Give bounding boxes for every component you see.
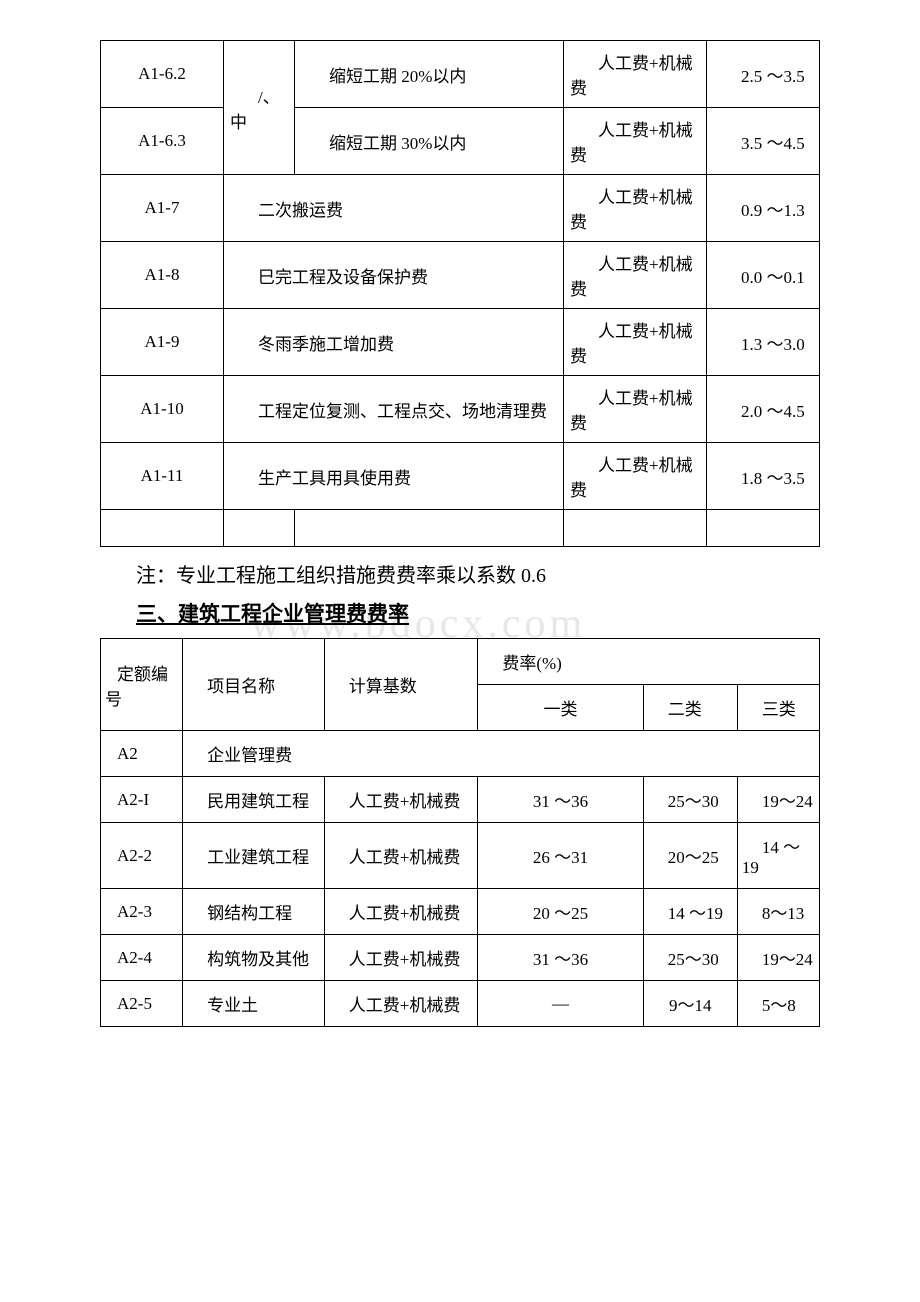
cell-base: 人工费+机械费 bbox=[564, 175, 707, 242]
cell-r2: 25～30 bbox=[643, 935, 737, 981]
cell-code: A2 bbox=[101, 731, 183, 777]
cell-base: 人工费+机械费 bbox=[564, 242, 707, 309]
cell-name: 生产工具用具使用费 bbox=[224, 443, 564, 510]
cell-base: 人工费+机械费 bbox=[324, 889, 478, 935]
cell-empty bbox=[224, 510, 295, 547]
cell-code: A1-11 bbox=[101, 443, 224, 510]
table-row: A2-5 专业土 人工费+机械费 — 9～14 5～8 bbox=[101, 981, 820, 1027]
cell-base: 人工费+机械费 bbox=[564, 376, 707, 443]
cell-r1: 31 ～36 bbox=[478, 777, 643, 823]
cell-name: 工程定位复测、工程点交、场地清理费 bbox=[224, 376, 564, 443]
cell-rate: 2.5 ～3.5 bbox=[707, 41, 820, 108]
cell-code: A2-3 bbox=[101, 889, 183, 935]
cell-r3: 19～24 bbox=[737, 935, 819, 981]
cell-rate: 1.3 ～3.0 bbox=[707, 309, 820, 376]
table-header-row: 定额编号 项目名称 计算基数 费率(%) bbox=[101, 639, 820, 685]
cell-name: 巳完工程及设备保护费 bbox=[224, 242, 564, 309]
cell-r1: 20 ～25 bbox=[478, 889, 643, 935]
section-heading: 三、建筑工程企业管理费费率 bbox=[100, 598, 820, 628]
note-text: 注：专业工程施工组织措施费费率乘以系数 0.6 bbox=[100, 559, 820, 588]
table-2: 定额编号 项目名称 计算基数 费率(%) 一类 二类 三类 A2 企业管理费 A… bbox=[100, 638, 820, 1027]
header-code: 定额编号 bbox=[101, 639, 183, 731]
cell-base: 人工费+机械费 bbox=[564, 443, 707, 510]
cell-code: A2-I bbox=[101, 777, 183, 823]
cell-code: A1-6.3 bbox=[101, 108, 224, 175]
cell-r2: 9～14 bbox=[643, 981, 737, 1027]
cell-rate: 1.8 ～3.5 bbox=[707, 443, 820, 510]
cell-r3: 19～24 bbox=[737, 777, 819, 823]
cell-name: 缩短工期 20%以内 bbox=[295, 41, 564, 108]
cell-name: 工业建筑工程 bbox=[183, 823, 325, 889]
header-base: 计算基数 bbox=[324, 639, 478, 731]
cell-code: A1-8 bbox=[101, 242, 224, 309]
cell-rate: 0.9 ～1.3 bbox=[707, 175, 820, 242]
cell-r1: 31 ～36 bbox=[478, 935, 643, 981]
table-row-empty bbox=[101, 510, 820, 547]
header-rate-label: 费率(%) bbox=[478, 639, 820, 685]
cell-r3: 5～8 bbox=[737, 981, 819, 1027]
cell-name: 缩短工期 30%以内 bbox=[295, 108, 564, 175]
cell-empty bbox=[101, 510, 224, 547]
cell-r2: 25～30 bbox=[643, 777, 737, 823]
cell-base: 人工费+机械费 bbox=[324, 935, 478, 981]
cell-code: A1-6.2 bbox=[101, 41, 224, 108]
cell-code: A2-2 bbox=[101, 823, 183, 889]
cell-base: 人工费+机械费 bbox=[564, 309, 707, 376]
cell-name: 专业土 bbox=[183, 981, 325, 1027]
cell-code: A2-4 bbox=[101, 935, 183, 981]
cell-rate: 0.0 ～0.1 bbox=[707, 242, 820, 309]
table-row: A1-8 巳完工程及设备保护费 人工费+机械费 0.0 ～0.1 bbox=[101, 242, 820, 309]
cell-empty bbox=[707, 510, 820, 547]
cell-name: 构筑物及其他 bbox=[183, 935, 325, 981]
table-row: A1-9 冬雨季施工增加费 人工费+机械费 1.3 ～3.0 bbox=[101, 309, 820, 376]
table-row: A2-3 钢结构工程 人工费+机械费 20 ～25 14 ～19 8～13 bbox=[101, 889, 820, 935]
cell-base: 人工费+机械费 bbox=[564, 108, 707, 175]
header-r3: 三类 bbox=[737, 685, 819, 731]
table-row: A1-7 二次搬运费 人工费+机械费 0.9 ～1.3 bbox=[101, 175, 820, 242]
cell-rate: 2.0 ～4.5 bbox=[707, 376, 820, 443]
cell-empty bbox=[295, 510, 564, 547]
cell-code: A1-7 bbox=[101, 175, 224, 242]
cell-name: 冬雨季施工增加费 bbox=[224, 309, 564, 376]
table-row: A2-4 构筑物及其他 人工费+机械费 31 ～36 25～30 19～24 bbox=[101, 935, 820, 981]
cell-code: A1-10 bbox=[101, 376, 224, 443]
cell-code: A1-9 bbox=[101, 309, 224, 376]
header-name: 项目名称 bbox=[183, 639, 325, 731]
cell-base: 人工费+机械费 bbox=[324, 981, 478, 1027]
table-row: A2-I 民用建筑工程 人工费+机械费 31 ～36 25～30 19～24 bbox=[101, 777, 820, 823]
cell-group: /、 中 bbox=[224, 41, 295, 175]
cell-r3: 8～13 bbox=[737, 889, 819, 935]
cell-rate: 3.5 ～4.5 bbox=[707, 108, 820, 175]
table-row: A1-10 工程定位复测、工程点交、场地清理费 人工费+机械费 2.0 ～4.5 bbox=[101, 376, 820, 443]
header-r2: 二类 bbox=[643, 685, 737, 731]
cell-empty bbox=[564, 510, 707, 547]
header-r1: 一类 bbox=[478, 685, 643, 731]
cell-r3: 14 ～19 bbox=[737, 823, 819, 889]
cell-name: 民用建筑工程 bbox=[183, 777, 325, 823]
cell-base: 人工费+机械费 bbox=[324, 823, 478, 889]
cell-base: 人工费+机械费 bbox=[324, 777, 478, 823]
table-row: A1-11 生产工具用具使用费 人工费+机械费 1.8 ～3.5 bbox=[101, 443, 820, 510]
cell-name: 二次搬运费 bbox=[224, 175, 564, 242]
cell-r2: 14 ～19 bbox=[643, 889, 737, 935]
cell-r1: 26 ～31 bbox=[478, 823, 643, 889]
table-row: A2-2 工业建筑工程 人工费+机械费 26 ～31 20～25 14 ～19 bbox=[101, 823, 820, 889]
cell-base: 人工费+机械费 bbox=[564, 41, 707, 108]
table-row: A2 企业管理费 bbox=[101, 731, 820, 777]
table-1: A1-6.2 /、 中 缩短工期 20%以内 人工费+机械费 2.5 ～3.5 … bbox=[100, 40, 820, 547]
cell-name: 企业管理费 bbox=[183, 731, 820, 777]
cell-r2: 20～25 bbox=[643, 823, 737, 889]
table-row: A1-6.2 /、 中 缩短工期 20%以内 人工费+机械费 2.5 ～3.5 bbox=[101, 41, 820, 108]
cell-code: A2-5 bbox=[101, 981, 183, 1027]
cell-r1: — bbox=[478, 981, 643, 1027]
table-row: A1-6.3 缩短工期 30%以内 人工费+机械费 3.5 ～4.5 bbox=[101, 108, 820, 175]
cell-name: 钢结构工程 bbox=[183, 889, 325, 935]
